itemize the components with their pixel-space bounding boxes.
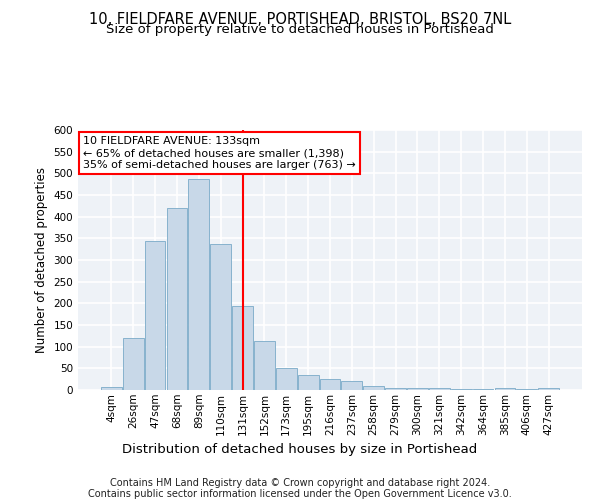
Text: Contains public sector information licensed under the Open Government Licence v3: Contains public sector information licen… <box>88 489 512 499</box>
Y-axis label: Number of detached properties: Number of detached properties <box>35 167 48 353</box>
Bar <box>167 208 187 390</box>
Bar <box>123 338 143 390</box>
Text: Distribution of detached houses by size in Portishead: Distribution of detached houses by size … <box>122 442 478 456</box>
Text: 10, FIELDFARE AVENUE, PORTISHEAD, BRISTOL, BS20 7NL: 10, FIELDFARE AVENUE, PORTISHEAD, BRISTO… <box>89 12 511 28</box>
Bar <box>407 388 428 390</box>
Bar <box>473 388 493 390</box>
Text: Contains HM Land Registry data © Crown copyright and database right 2024.: Contains HM Land Registry data © Crown c… <box>110 478 490 488</box>
Bar <box>451 388 472 390</box>
Bar <box>145 240 166 390</box>
Bar <box>298 375 319 390</box>
Bar <box>254 342 275 390</box>
Bar <box>101 388 122 390</box>
Bar <box>320 378 340 390</box>
Bar <box>276 368 296 390</box>
Text: Size of property relative to detached houses in Portishead: Size of property relative to detached ho… <box>106 22 494 36</box>
Bar <box>494 388 515 390</box>
Bar <box>364 386 384 390</box>
Bar <box>188 179 209 390</box>
Bar <box>385 388 406 390</box>
Bar <box>517 388 537 390</box>
Bar <box>538 388 559 390</box>
Text: 10 FIELDFARE AVENUE: 133sqm
← 65% of detached houses are smaller (1,398)
35% of : 10 FIELDFARE AVENUE: 133sqm ← 65% of det… <box>83 136 356 170</box>
Bar <box>232 306 253 390</box>
Bar <box>429 388 450 390</box>
Bar <box>341 382 362 390</box>
Bar <box>210 244 231 390</box>
